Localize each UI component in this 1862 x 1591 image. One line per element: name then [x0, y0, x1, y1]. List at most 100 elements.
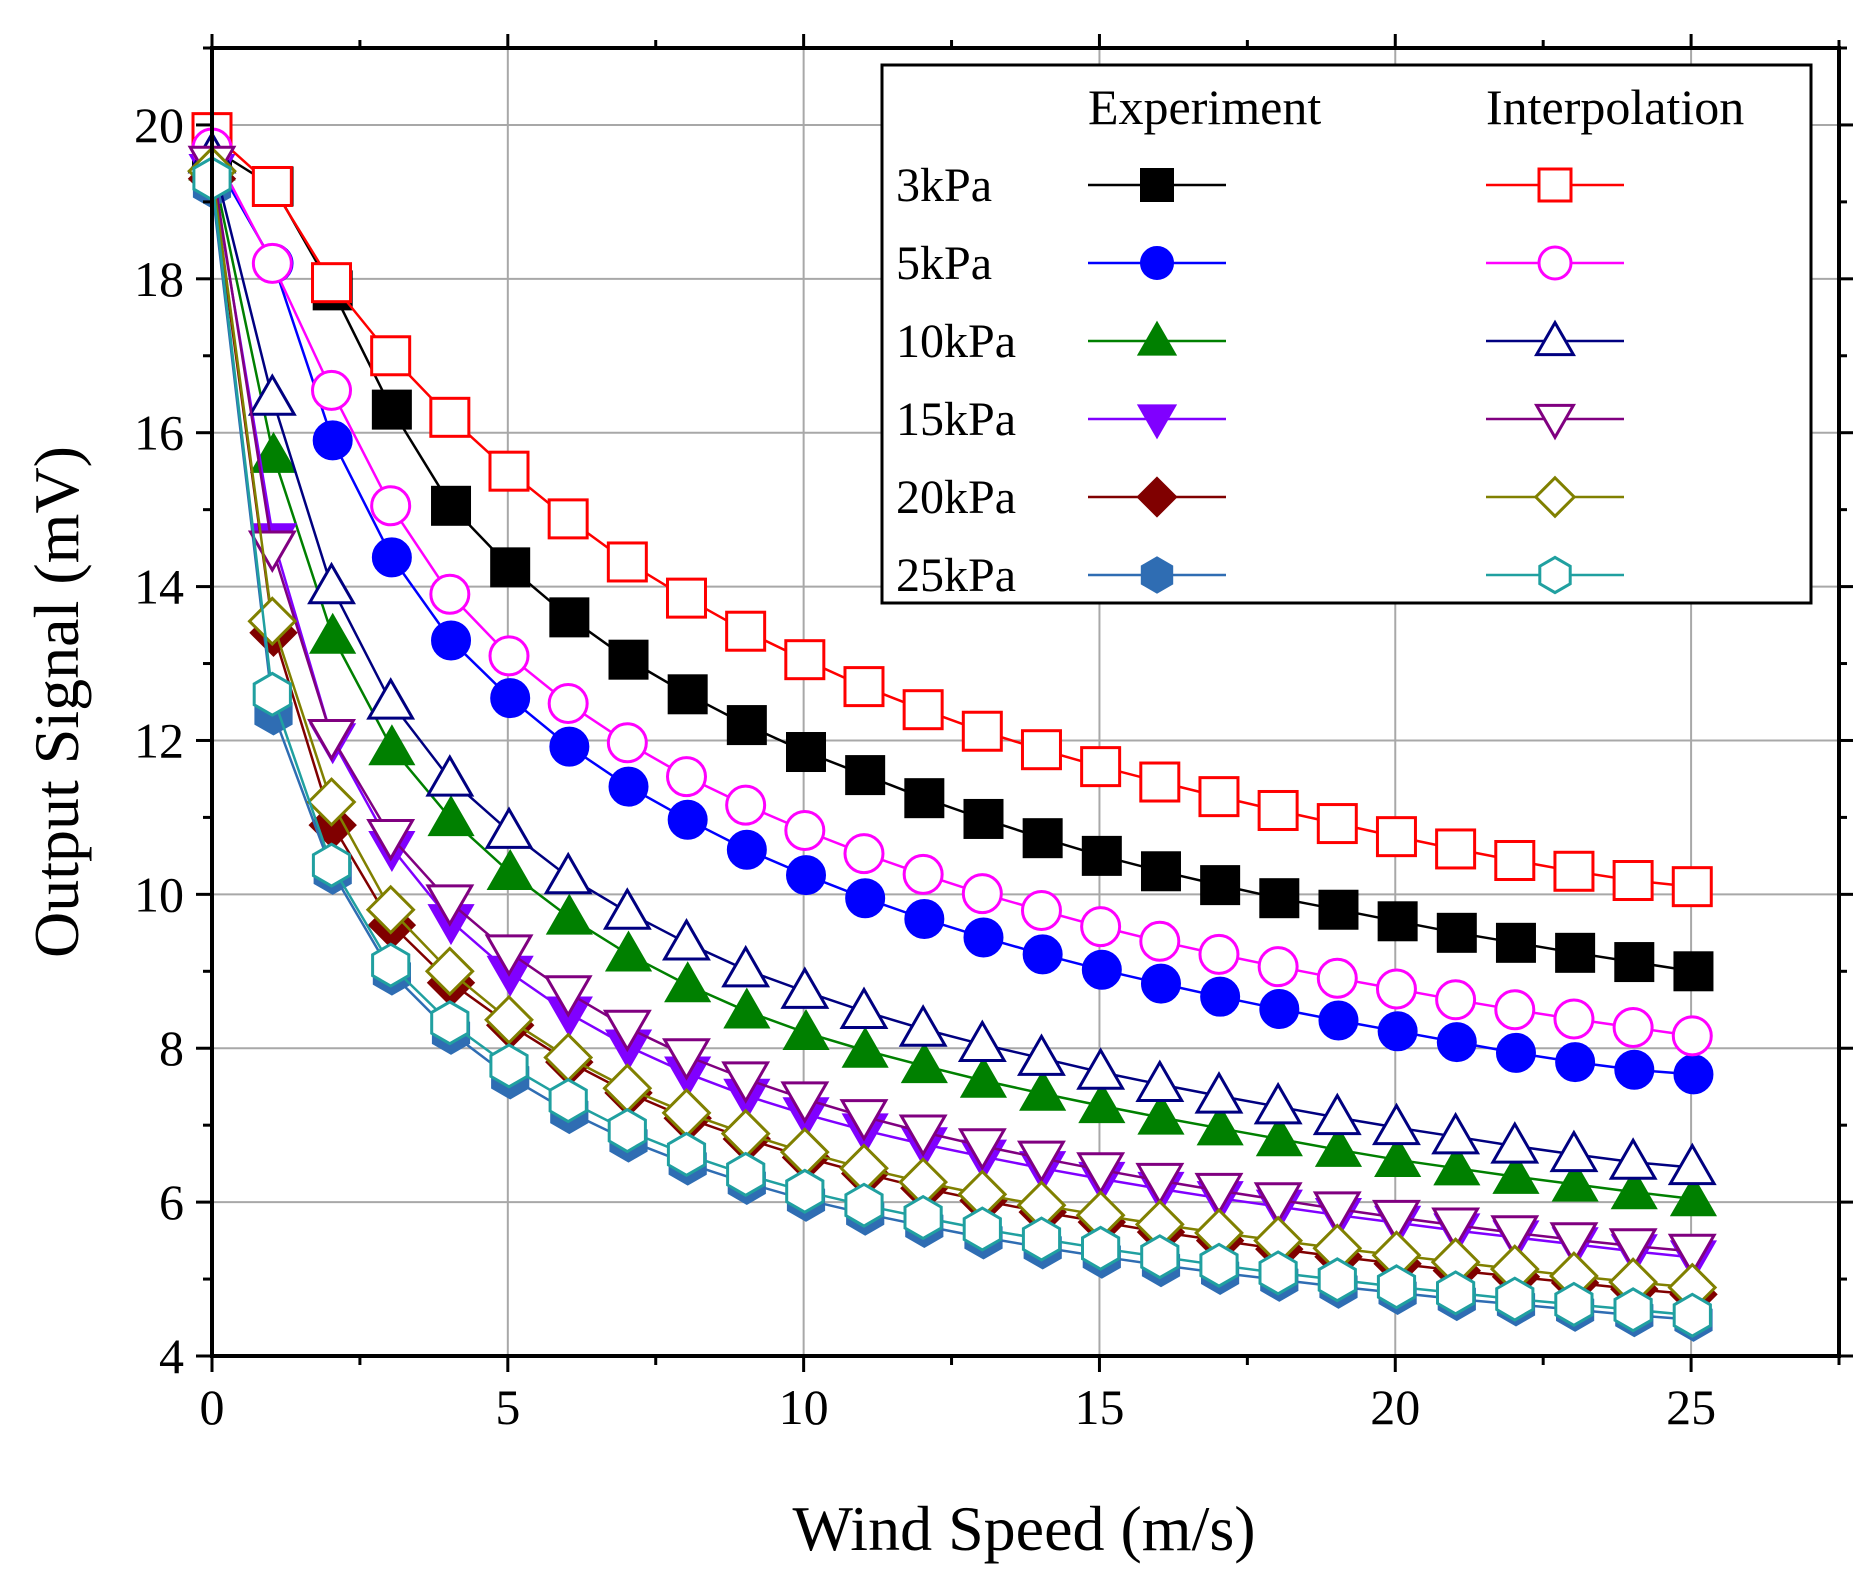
data-point	[606, 541, 648, 583]
data-point	[902, 853, 944, 895]
data-point	[1431, 1207, 1481, 1251]
data-point	[1492, 1152, 1540, 1194]
data-point	[961, 873, 1003, 915]
y-tick-label: 12	[134, 712, 184, 768]
data-point	[898, 1004, 948, 1047]
data-point	[1374, 1135, 1422, 1177]
data-point	[311, 369, 353, 411]
data-point	[1200, 865, 1241, 906]
data-point	[1135, 1059, 1185, 1102]
data-point	[667, 674, 708, 715]
data-point	[843, 833, 885, 875]
plot-frame	[210, 46, 1841, 1358]
data-point	[1198, 933, 1240, 975]
data-point	[1196, 1104, 1244, 1146]
y-axis-title: Output Signal (mV)	[21, 446, 92, 958]
data-point	[903, 1194, 943, 1241]
data-point	[780, 966, 830, 1009]
data-point	[1199, 1242, 1239, 1288]
x-tick-label: 5	[495, 1379, 520, 1435]
x-tick-label: 20	[1370, 1379, 1420, 1435]
data-point	[1259, 878, 1300, 919]
data-point	[1022, 818, 1063, 859]
legend-swatch-marker	[1140, 556, 1174, 594]
legend-swatch-marker	[1140, 246, 1174, 280]
data-point	[1081, 1225, 1121, 1271]
data-point	[543, 851, 593, 895]
data-point	[904, 898, 945, 939]
data-point	[1608, 1137, 1658, 1180]
y-tick-label: 16	[134, 405, 184, 461]
data-point	[307, 561, 356, 605]
data-point	[1494, 989, 1536, 1031]
data-point	[665, 756, 707, 798]
legend: Experiment Interpolation 3kPa 5kPa 10kPa 15…	[880, 63, 1813, 605]
series-layer	[187, 112, 1718, 1342]
y-tick-label: 18	[134, 251, 184, 307]
data-point	[547, 498, 589, 540]
data-point	[1436, 1270, 1476, 1316]
data-point	[307, 719, 356, 762]
data-point	[371, 942, 411, 988]
data-point	[306, 777, 357, 827]
data-point	[1555, 932, 1596, 973]
data-point	[1081, 949, 1122, 990]
data-point	[370, 485, 412, 527]
legend-row-label: 5kPa	[896, 237, 992, 290]
data-point	[247, 373, 297, 416]
data-point	[312, 420, 353, 461]
data-point	[1257, 946, 1299, 988]
data-point	[1372, 1199, 1421, 1243]
data-point	[602, 1009, 652, 1053]
x-tick-label: 0	[200, 1379, 225, 1435]
data-point	[549, 726, 590, 767]
data-point	[425, 884, 475, 927]
data-point	[1549, 1222, 1599, 1265]
legend-row-label: 3kPa	[896, 159, 992, 212]
legend-swatch-marker	[1136, 404, 1178, 440]
data-point	[431, 620, 472, 661]
legend-row-label: 15kPa	[896, 393, 1016, 446]
data-point	[963, 917, 1004, 958]
data-point	[1258, 1250, 1298, 1296]
data-point	[251, 242, 293, 284]
data-point	[1312, 1092, 1362, 1136]
data-point	[1312, 1191, 1362, 1234]
data-point	[1494, 839, 1536, 881]
data-point	[1314, 1125, 1363, 1167]
x-tick-label: 25	[1666, 1379, 1716, 1435]
legend-row: 25kPa	[896, 549, 1624, 602]
legend-row: 3kPa	[896, 159, 1624, 212]
data-point	[1436, 912, 1477, 953]
data-point	[608, 766, 649, 807]
legend-header-experiment: Experiment	[1088, 79, 1321, 135]
data-point	[1671, 1015, 1713, 1057]
data-point	[839, 1099, 889, 1142]
data-point	[1376, 1264, 1417, 1310]
data-point	[667, 799, 708, 840]
data-point	[371, 537, 412, 578]
data-point	[666, 1131, 707, 1178]
data-point	[1081, 835, 1122, 876]
data-point	[425, 754, 475, 797]
data-point	[1669, 1175, 1718, 1217]
data-point	[844, 1182, 884, 1228]
data-point	[1022, 934, 1063, 975]
y-tick-label: 10	[134, 866, 184, 922]
data-point	[1495, 1032, 1536, 1073]
data-point	[1610, 1168, 1658, 1210]
legend-swatch-marker	[1534, 319, 1576, 357]
data-point	[1553, 998, 1595, 1040]
data-point	[429, 573, 471, 615]
data-point	[723, 987, 771, 1029]
data-point	[545, 893, 593, 935]
data-point	[1614, 942, 1655, 983]
data-point	[249, 431, 298, 473]
x-tick-label: 10	[779, 1379, 829, 1435]
data-point	[726, 829, 767, 870]
data-point	[484, 994, 534, 1045]
data-point	[959, 1056, 1008, 1098]
data-point	[726, 1151, 766, 1198]
data-point	[607, 1107, 647, 1154]
